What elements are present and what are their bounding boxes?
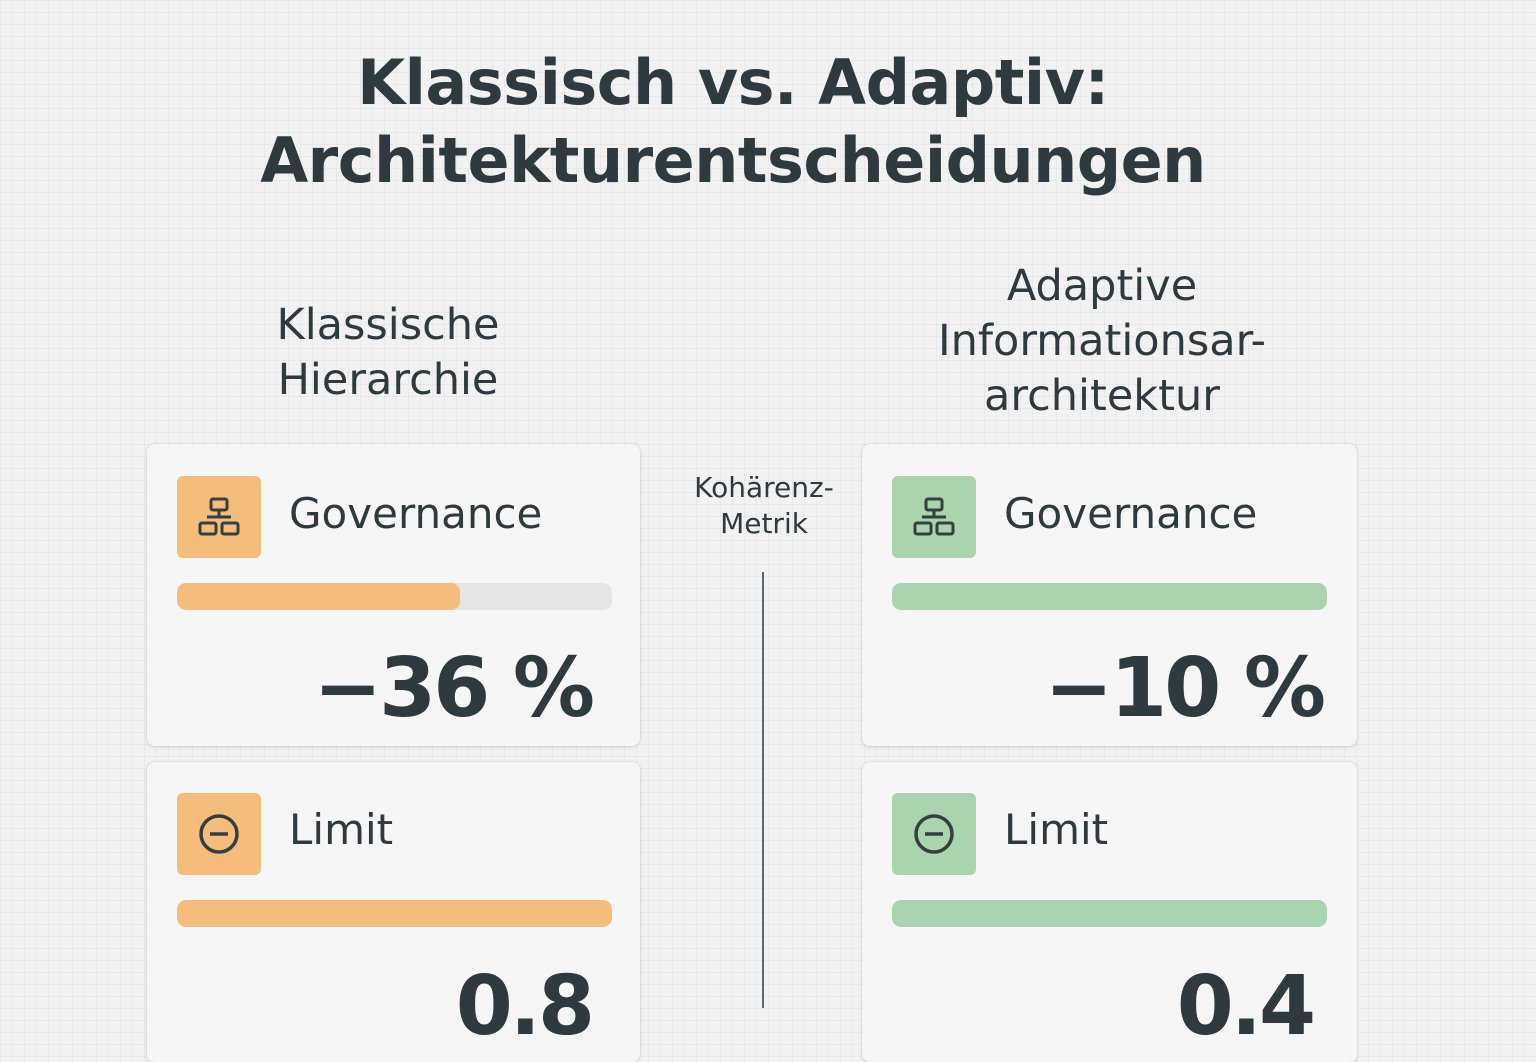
progress-bar-fill bbox=[177, 583, 460, 610]
column-heading-classic: Klassische Hierarchie bbox=[190, 298, 586, 408]
column-heading-adaptive: Adaptive Informationsar- architektur bbox=[890, 259, 1314, 424]
progress-bar bbox=[177, 900, 612, 927]
minus-circle-icon bbox=[199, 814, 239, 854]
hierarchy-icon bbox=[198, 497, 240, 536]
progress-bar bbox=[892, 583, 1327, 610]
title-line-2: Architekturentscheidungen bbox=[260, 124, 1206, 197]
progress-bar-fill bbox=[892, 583, 1327, 610]
icon-box bbox=[177, 476, 261, 558]
limit-card-classic: Limit 0.8 bbox=[147, 762, 640, 1062]
heading-line: Adaptive bbox=[1006, 261, 1198, 311]
title-line-1: Klassisch vs. Adaptiv: bbox=[357, 46, 1109, 119]
progress-bar-fill bbox=[177, 900, 612, 927]
divider-label-line: Metrik bbox=[720, 507, 808, 540]
divider-label-line: Kohärenz- bbox=[694, 471, 834, 504]
heading-line: Klassische bbox=[276, 300, 500, 350]
card-label: Limit bbox=[1004, 805, 1109, 854]
card-label: Governance bbox=[1004, 489, 1258, 538]
coherence-metric-label: Kohärenz- Metrik bbox=[664, 470, 864, 542]
page-title: Klassisch vs. Adaptiv: Architekturentsch… bbox=[0, 44, 1466, 200]
heading-line: Informationsar- bbox=[937, 316, 1267, 366]
icon-box bbox=[177, 793, 261, 875]
minus-circle-icon bbox=[914, 814, 954, 854]
icon-box bbox=[892, 793, 976, 875]
card-label: Governance bbox=[289, 489, 543, 538]
card-value: −36 % bbox=[313, 641, 595, 736]
divider-line bbox=[762, 572, 764, 1008]
icon-box bbox=[892, 476, 976, 558]
card-value: −10 % bbox=[1044, 641, 1326, 736]
hierarchy-icon bbox=[913, 497, 955, 536]
card-value: 0.8 bbox=[455, 959, 595, 1054]
card-label: Limit bbox=[289, 805, 394, 854]
heading-line: architektur bbox=[984, 371, 1220, 421]
progress-bar bbox=[177, 583, 612, 610]
heading-line: Hierarchie bbox=[277, 355, 499, 405]
progress-bar bbox=[892, 900, 1327, 927]
limit-card-adaptive: Limit 0.4 bbox=[862, 762, 1357, 1062]
governance-card-adaptive: Governance −10 % bbox=[862, 444, 1357, 746]
governance-card-classic: Governance −36 % bbox=[147, 444, 640, 746]
card-value: 0.4 bbox=[1176, 959, 1316, 1054]
progress-bar-fill bbox=[892, 900, 1327, 927]
